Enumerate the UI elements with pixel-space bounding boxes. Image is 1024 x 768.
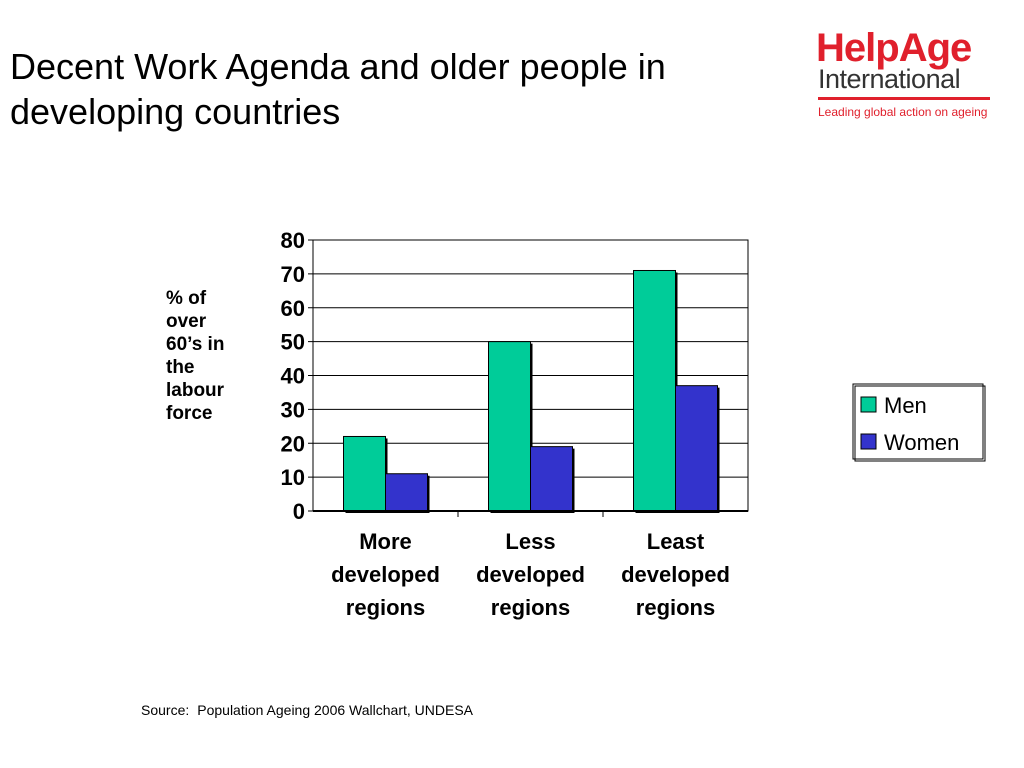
y-tick-label: 50 <box>281 330 305 355</box>
x-category-label-line: More <box>359 529 412 554</box>
x-category-label: Less developed regions <box>476 529 585 620</box>
source-text: Population Ageing 2006 Wallchart, UNDESA <box>197 702 473 718</box>
x-category-label-line: developed <box>331 562 440 587</box>
slide-title: Decent Work Agenda and older people in d… <box>10 46 666 132</box>
logo-tagline: Leading global action on ageing <box>818 105 988 119</box>
logo-brand-age: Age <box>898 26 973 70</box>
bar-women-0 <box>385 473 428 512</box>
y-tick-label: 40 <box>281 364 305 389</box>
y-tick-label: 80 <box>281 228 305 253</box>
y-tick-label: 0 <box>293 499 305 524</box>
x-category-label-line: regions <box>636 595 715 620</box>
y-tick-label: 70 <box>281 262 305 287</box>
x-category-label-line: regions <box>491 595 570 620</box>
x-category-label-line: developed <box>476 562 585 587</box>
logo-rule <box>818 97 990 100</box>
x-category-label: More developed regions <box>331 529 440 620</box>
bar-women-1 <box>530 446 573 512</box>
bar-men-0 <box>343 435 386 512</box>
x-category-label-line: Least <box>647 529 705 554</box>
y-tick-label: 30 <box>281 397 305 422</box>
bar-men-1 <box>488 341 531 512</box>
y-tick-label: 10 <box>281 465 305 490</box>
bar-women-2 <box>675 385 718 512</box>
x-category-label-line: developed <box>621 562 730 587</box>
legend-label-women: Women <box>884 430 959 455</box>
y-axis-label: % of over 60’s in the labour force <box>166 288 225 424</box>
logo-brand: HelpAge <box>816 26 973 70</box>
logo-subtitle: International <box>818 64 961 94</box>
x-category-label: Least developed regions <box>621 529 730 620</box>
legend-shadow <box>854 385 986 462</box>
y-tick-label: 20 <box>281 431 305 456</box>
x-category-label-line: regions <box>346 595 425 620</box>
x-category-label-line: Less <box>505 529 555 554</box>
legend-swatch-women <box>860 433 877 450</box>
helpage-logo: HelpAge International Leading global act… <box>816 28 992 128</box>
bar-men-2 <box>633 269 676 512</box>
y-tick-label: 60 <box>281 296 305 321</box>
legend-label-men: Men <box>884 393 927 418</box>
logo-brand-help: Help <box>816 26 900 70</box>
legend-swatch-men <box>860 396 877 413</box>
source-note: Source: Population Ageing 2006 Wallchart,… <box>141 701 473 719</box>
source-label: Source: <box>141 702 190 718</box>
